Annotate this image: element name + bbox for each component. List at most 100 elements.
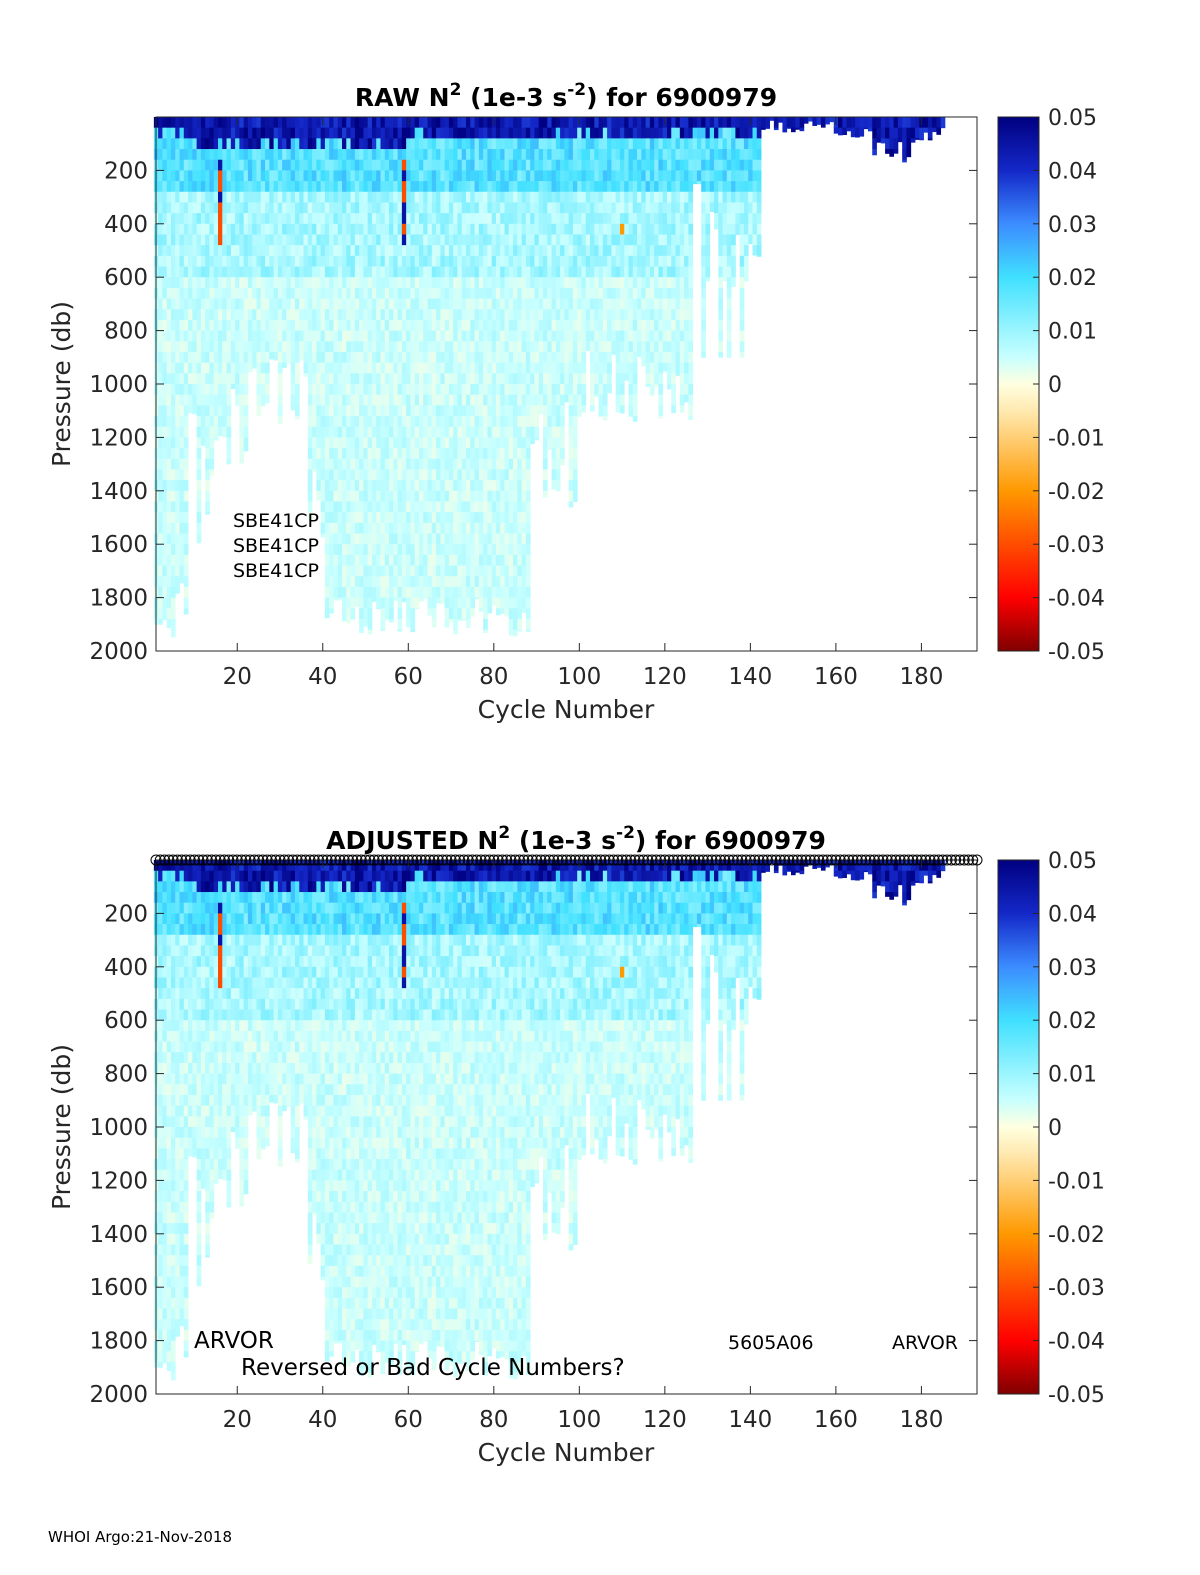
surface-marker — [774, 854, 786, 866]
surface-marker — [740, 854, 752, 866]
cycle-profile — [684, 117, 689, 403]
cycle-profile — [850, 117, 856, 138]
x-axis-label: Cycle Number — [478, 1438, 655, 1467]
surface-markers — [150, 854, 983, 866]
cycle-profile — [645, 117, 651, 387]
surface-marker — [727, 854, 739, 866]
cycle-profile — [658, 860, 664, 1162]
cycle-profile — [461, 860, 467, 1364]
cycle-profile — [226, 117, 232, 465]
surface-marker — [548, 854, 560, 866]
y-tick-label: 1400 — [89, 479, 148, 505]
cycle-profile — [936, 860, 942, 878]
cycle-profile — [491, 860, 497, 1349]
x-tick-label: 40 — [308, 664, 337, 690]
sensor-annotation: SBE41CP — [233, 560, 319, 582]
cycle-profile — [324, 860, 330, 1362]
cycle-profile — [410, 117, 416, 633]
cycle-profile — [602, 117, 608, 421]
colorbar-tick-label: 0 — [1048, 1116, 1062, 1141]
cycle-profile — [790, 117, 796, 133]
cycle-profile — [521, 860, 527, 1356]
surface-marker — [569, 854, 581, 866]
surface-marker — [950, 854, 962, 866]
surface-marker — [436, 854, 448, 866]
cycle-profile — [662, 860, 668, 1115]
surface-marker — [240, 854, 252, 866]
cycle-profile — [756, 860, 762, 1000]
surface-marker — [590, 854, 602, 866]
cycle-profile — [897, 117, 903, 143]
cycle-profile — [812, 860, 818, 869]
cycle-profile — [915, 860, 920, 883]
surface-marker — [796, 854, 808, 866]
colorbar-tick-label: -0.02 — [1048, 1223, 1105, 1248]
surface-marker — [757, 854, 769, 866]
y-axis-label: Pressure (db) — [47, 1044, 76, 1210]
surface-marker — [484, 854, 496, 866]
cycle-profile — [440, 117, 446, 605]
x-tick-label: 40 — [308, 1407, 337, 1433]
colorbar-tick-label: 0.05 — [1048, 106, 1097, 131]
cycle-profile — [440, 860, 446, 1348]
cycle-profile — [209, 860, 215, 1219]
cycle-profile — [619, 860, 625, 1157]
cycle-profile — [889, 860, 895, 900]
cycle-profile — [598, 860, 604, 1160]
surface-marker — [248, 854, 260, 866]
cycle-profile — [235, 860, 240, 1149]
cycle-profile — [508, 860, 514, 1379]
cycle-profile — [637, 117, 642, 357]
surface-marker — [531, 854, 543, 866]
cycle-profile — [872, 860, 877, 899]
cycle-profile — [423, 117, 428, 599]
cycle-profile — [885, 860, 890, 897]
cycle-profile — [162, 860, 168, 1364]
cycle-profile — [252, 860, 257, 1112]
surface-marker — [501, 854, 513, 866]
cycle-profile — [718, 117, 723, 358]
surface-marker — [368, 854, 380, 866]
cycle-profile — [577, 117, 582, 417]
cycle-profile — [196, 117, 202, 544]
cycle-profile — [590, 117, 595, 412]
cycle-profile — [218, 860, 223, 1180]
surface-marker — [283, 854, 295, 866]
cycle-profile — [666, 117, 672, 390]
cycle-profile — [658, 117, 664, 419]
cycle-profile — [504, 117, 510, 617]
cycle-profile — [453, 117, 458, 635]
cycle-profile — [243, 117, 249, 452]
cycle-profile — [726, 860, 732, 1101]
surface-marker — [466, 854, 478, 866]
y-tick-label: 1200 — [89, 1168, 148, 1194]
cycle-profile — [192, 860, 198, 1158]
surface-marker — [535, 854, 547, 866]
cycle-profile — [607, 117, 612, 394]
cycle-profile — [423, 860, 428, 1342]
cycle-profile — [183, 117, 189, 615]
cycle-profile — [649, 860, 655, 1140]
y-tick-label: 200 — [104, 901, 148, 927]
cycle-profile — [927, 860, 933, 884]
cycle-profile — [337, 860, 343, 1344]
cycle-profile — [927, 117, 933, 141]
surface-marker — [958, 854, 970, 866]
chart-title: RAW N2 (1e-3 s-2) for 6900979 — [355, 80, 777, 112]
surface-marker — [394, 854, 406, 866]
surface-marker — [655, 854, 667, 866]
cycle-profile — [778, 117, 783, 123]
cycle-profile — [662, 117, 668, 372]
colorbar-tick-label: -0.03 — [1048, 533, 1105, 558]
footer-credit: WHOI Argo:21-Nov-2018 — [48, 1528, 232, 1546]
surface-marker — [372, 854, 384, 866]
cycle-profile — [307, 860, 313, 1264]
surface-marker — [214, 854, 226, 866]
cycle-profile — [239, 860, 245, 1207]
y-tick-label: 400 — [104, 955, 148, 981]
cycle-profile — [290, 117, 296, 411]
cycle-profile — [230, 117, 236, 390]
cycle-profile — [299, 117, 304, 361]
cycle-profile — [329, 860, 334, 1357]
x-tick-label: 20 — [223, 664, 252, 690]
